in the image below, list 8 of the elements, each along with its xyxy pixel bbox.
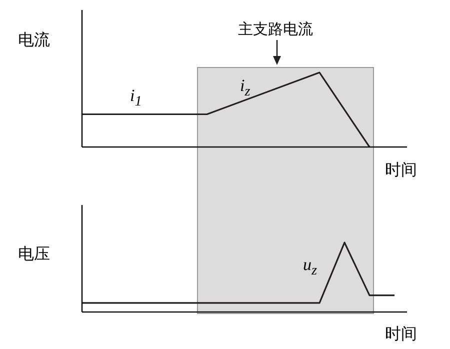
x-axis-title: 时间 — [385, 324, 417, 345]
annotation: i$_{z}$ — [240, 76, 250, 100]
y-axis-title: 电流 — [18, 30, 50, 51]
y-axis-title: 电压 — [18, 244, 50, 265]
x-axis-title: 时间 — [385, 160, 417, 181]
annotation: i$_{1}$ — [130, 86, 142, 110]
annotation: u$_{z}$ — [303, 255, 318, 280]
text: 主支路电流 — [238, 20, 313, 39]
